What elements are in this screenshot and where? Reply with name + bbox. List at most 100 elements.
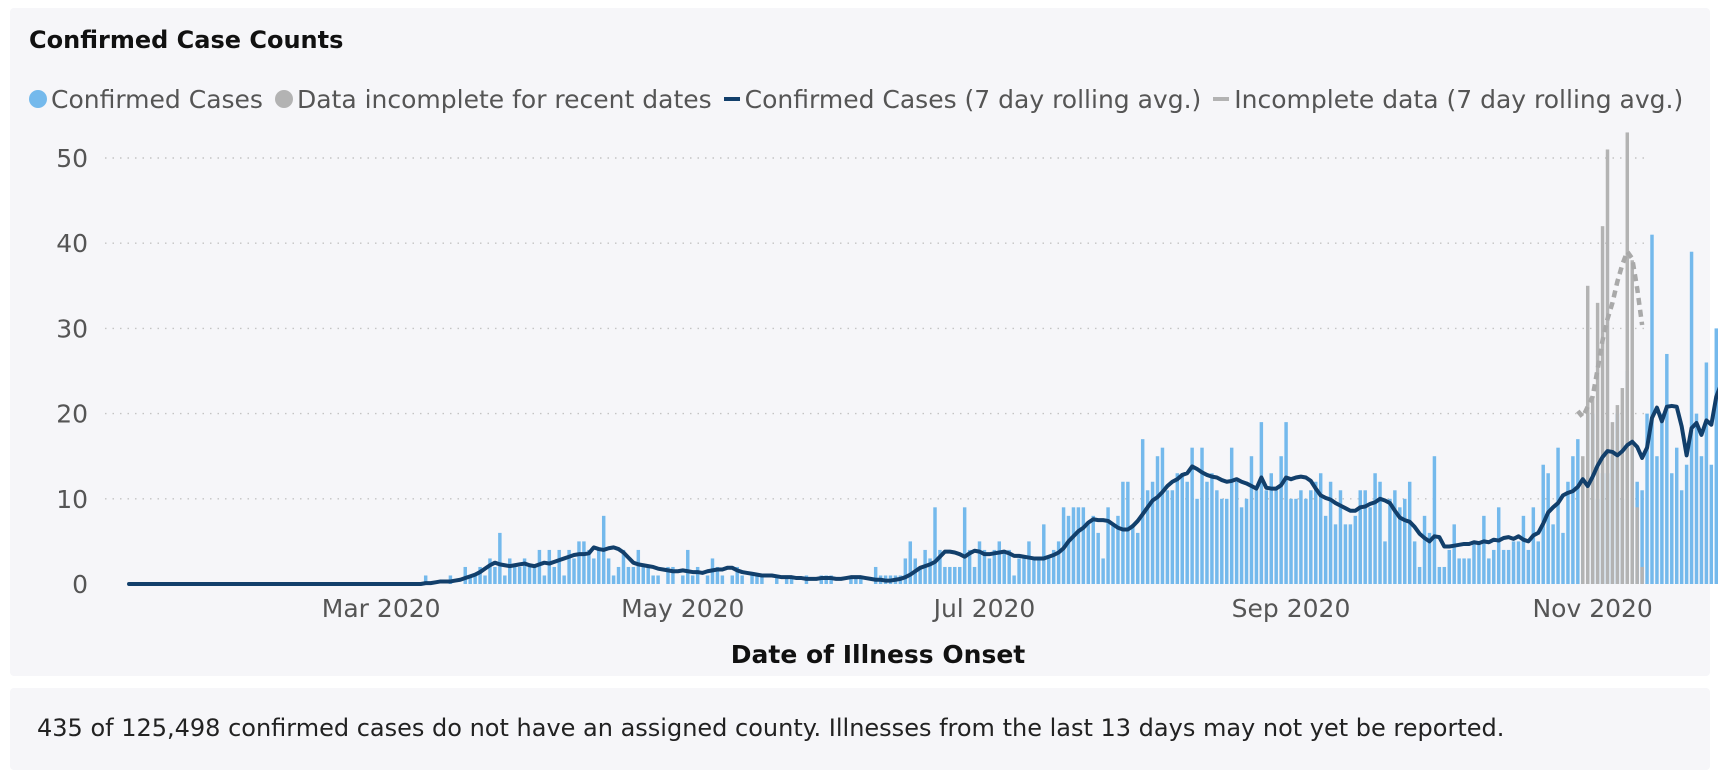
bar[interactable] <box>1131 524 1135 584</box>
bar[interactable] <box>582 541 586 584</box>
legend-item-incomplete-data[interactable]: Data incomplete for recent dates <box>274 85 712 114</box>
chart-legend[interactable]: Confirmed Cases Data incomplete for rece… <box>29 82 1695 116</box>
bar[interactable] <box>1071 507 1076 584</box>
bar[interactable] <box>1126 481 1130 584</box>
bar[interactable] <box>715 566 720 584</box>
bar[interactable] <box>1333 524 1338 584</box>
bar[interactable] <box>1378 481 1382 584</box>
bar[interactable] <box>522 558 527 584</box>
bar[interactable] <box>547 549 552 584</box>
bar[interactable] <box>1116 515 1120 584</box>
bar[interactable] <box>750 575 754 584</box>
bar[interactable] <box>1215 490 1219 584</box>
bar[interactable] <box>1234 481 1239 584</box>
bar[interactable] <box>1383 541 1387 584</box>
bar[interactable] <box>1037 558 1041 584</box>
bar[interactable] <box>488 558 492 584</box>
bar[interactable] <box>1145 490 1150 584</box>
bar[interactable] <box>1195 498 1199 584</box>
bar[interactable] <box>473 575 477 584</box>
bar[interactable] <box>740 575 744 584</box>
bar[interactable] <box>1407 481 1412 584</box>
bar[interactable] <box>1042 524 1046 584</box>
bar[interactable] <box>1655 456 1659 584</box>
bar[interactable] <box>962 507 967 584</box>
bar[interactable] <box>1269 473 1273 584</box>
bar[interactable] <box>1689 251 1694 584</box>
bar[interactable] <box>1101 558 1105 584</box>
bar[interactable] <box>1403 498 1407 584</box>
bar[interactable] <box>1694 413 1699 584</box>
bar[interactable] <box>1472 541 1476 584</box>
bar[interactable] <box>1462 558 1466 584</box>
bar[interactable] <box>1482 515 1486 584</box>
bar[interactable] <box>681 575 685 584</box>
bar[interactable] <box>1353 515 1358 584</box>
bar[interactable] <box>1551 524 1555 584</box>
bar[interactable] <box>1536 541 1541 584</box>
bar[interactable] <box>775 575 779 584</box>
bar[interactable] <box>1660 413 1664 584</box>
bar[interactable] <box>1160 447 1165 584</box>
bar[interactable] <box>1388 498 1392 584</box>
bar[interactable] <box>1665 353 1669 584</box>
bar[interactable] <box>463 566 467 584</box>
bar[interactable] <box>1155 456 1160 584</box>
bar[interactable] <box>1220 498 1224 584</box>
bar[interactable] <box>1200 447 1204 584</box>
bar[interactable] <box>957 566 962 584</box>
bar[interactable] <box>730 575 734 584</box>
bar[interactable] <box>483 575 487 584</box>
bar[interactable] <box>1521 515 1526 584</box>
bar[interactable] <box>666 566 670 584</box>
bar[interactable] <box>1432 456 1437 584</box>
bar[interactable] <box>1289 498 1293 584</box>
bar[interactable] <box>646 566 650 584</box>
bar[interactable] <box>1467 558 1471 584</box>
bar[interactable] <box>1674 447 1679 584</box>
bar[interactable] <box>938 549 942 584</box>
bar[interactable] <box>1576 439 1580 584</box>
bar[interactable] <box>1229 447 1234 584</box>
bar[interactable] <box>1225 498 1229 584</box>
bar[interactable] <box>611 575 616 584</box>
bar[interactable] <box>972 566 977 584</box>
bar[interactable] <box>1343 524 1348 584</box>
bar[interactable] <box>606 558 611 584</box>
bar[interactable] <box>1254 490 1259 584</box>
bar[interactable] <box>1566 481 1570 584</box>
bar[interactable] <box>720 575 725 584</box>
bar[interactable] <box>1492 549 1496 584</box>
bar[interactable] <box>1027 541 1031 584</box>
bar[interactable] <box>1249 456 1254 584</box>
bar-incomplete[interactable] <box>1640 566 1644 584</box>
bar[interactable] <box>1051 549 1056 584</box>
bar[interactable] <box>943 566 947 584</box>
bar[interactable] <box>572 558 576 584</box>
bar[interactable] <box>1437 566 1442 584</box>
bar[interactable] <box>621 549 626 584</box>
bar[interactable] <box>636 549 641 584</box>
bar[interactable] <box>1442 566 1447 584</box>
bar[interactable] <box>1032 558 1036 584</box>
bar[interactable] <box>1417 566 1422 584</box>
bar[interactable] <box>1704 362 1709 584</box>
bar[interactable] <box>1244 498 1249 584</box>
bar-incomplete[interactable] <box>1605 149 1610 585</box>
bar[interactable] <box>987 558 992 584</box>
bar-incomplete[interactable] <box>1590 396 1595 584</box>
bar[interactable] <box>948 566 952 584</box>
bar-incomplete[interactable] <box>1615 405 1620 584</box>
bar[interactable] <box>1136 532 1140 584</box>
bar[interactable] <box>1175 473 1180 584</box>
bar[interactable] <box>1571 456 1575 584</box>
bar[interactable] <box>1096 532 1100 584</box>
bar[interactable] <box>705 575 710 584</box>
bar[interactable] <box>631 566 636 584</box>
bar[interactable] <box>1546 473 1550 584</box>
bar[interactable] <box>1412 541 1417 584</box>
bar-incomplete[interactable] <box>1595 302 1600 584</box>
bar[interactable] <box>1086 524 1091 584</box>
bar[interactable] <box>1526 549 1531 584</box>
bar[interactable] <box>690 575 695 584</box>
